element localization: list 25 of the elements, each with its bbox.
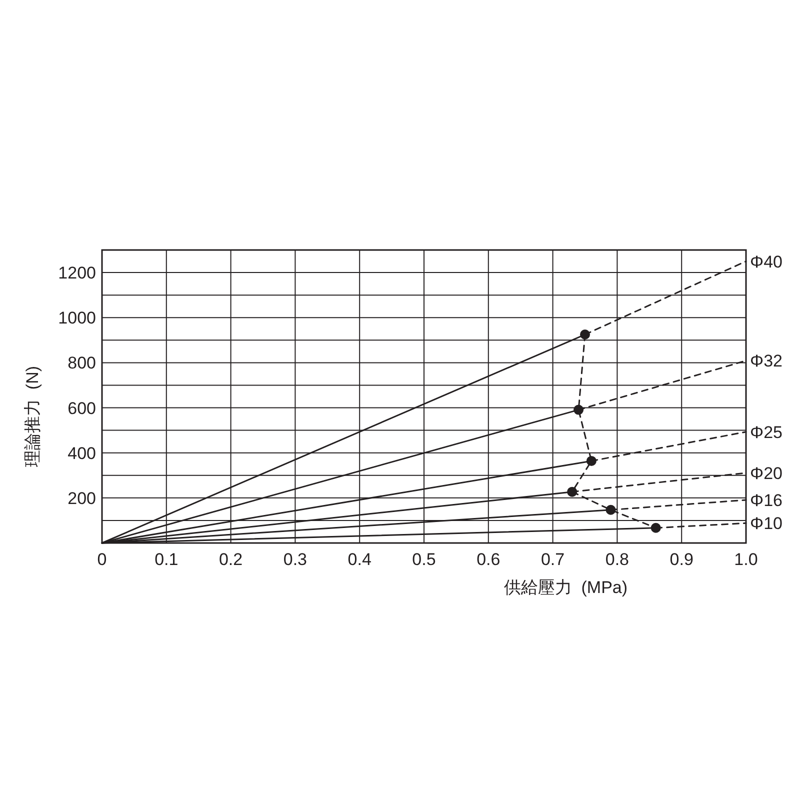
series-label: Φ10: [750, 514, 782, 534]
x-axis-title: 供給壓力 (MPa): [504, 578, 628, 597]
series-label: Φ40: [750, 252, 782, 272]
x-tick-label: 0.1: [154, 550, 178, 569]
x-tick-label: 1.0: [734, 550, 758, 569]
series-label: Φ20: [750, 464, 782, 483]
x-tick-label: 0.7: [540, 550, 565, 569]
y-tick-label: 600: [68, 398, 96, 418]
x-tick-label: 0.4: [348, 550, 372, 569]
y-tick-label: 200: [68, 488, 96, 508]
x-tick-label: 0.5: [412, 550, 436, 569]
y-tick-label: 400: [68, 444, 96, 463]
x-tick-label: 0: [97, 550, 107, 569]
y-tick-label: 1000: [58, 308, 96, 328]
x-tick-label: 0.9: [670, 550, 694, 569]
y-tick-label: 1200: [58, 264, 96, 283]
y-tick-label: 800: [68, 354, 96, 373]
x-tick-label: 0.3: [283, 550, 308, 569]
series-label: Φ16: [750, 490, 782, 510]
x-tick-label: 0.2: [218, 550, 243, 569]
y-axis-title: 理論推力 (N): [23, 366, 42, 468]
x-tick-label: 0.6: [476, 550, 500, 569]
series-label: Φ32: [750, 352, 782, 371]
x-tick-label: 0.8: [605, 550, 630, 569]
series-label: Φ25: [750, 422, 782, 442]
